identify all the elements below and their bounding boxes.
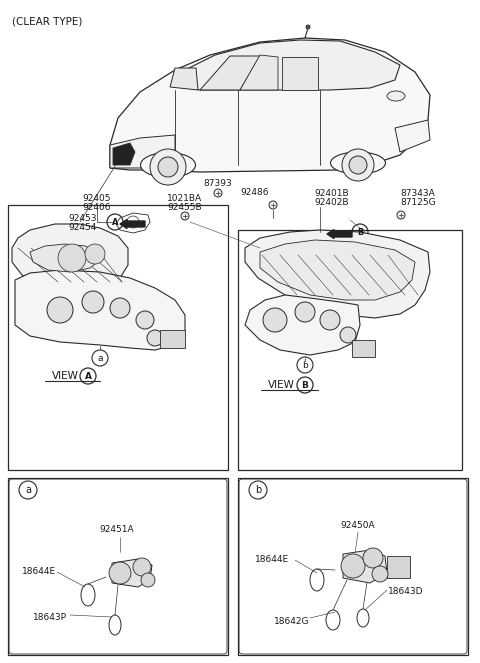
- Polygon shape: [260, 240, 415, 300]
- Ellipse shape: [141, 152, 195, 178]
- Circle shape: [147, 330, 163, 346]
- FancyArrow shape: [327, 229, 352, 239]
- Circle shape: [372, 566, 388, 582]
- Text: 92402B: 92402B: [314, 198, 348, 206]
- Circle shape: [342, 149, 374, 181]
- Circle shape: [133, 558, 151, 576]
- Circle shape: [136, 311, 154, 329]
- Text: A: A: [84, 371, 92, 381]
- Text: VIEW: VIEW: [52, 371, 79, 381]
- Text: B: B: [357, 227, 363, 237]
- Text: A: A: [112, 217, 118, 227]
- Circle shape: [295, 302, 315, 322]
- Polygon shape: [245, 230, 430, 318]
- Polygon shape: [200, 56, 260, 90]
- Bar: [238, 230, 462, 470]
- Text: 92454: 92454: [68, 223, 96, 231]
- Ellipse shape: [387, 91, 405, 101]
- Text: 18644E: 18644E: [255, 556, 289, 564]
- Text: 18643D: 18643D: [388, 587, 423, 597]
- Text: 92453: 92453: [68, 213, 96, 223]
- Polygon shape: [245, 295, 360, 355]
- Polygon shape: [30, 244, 100, 272]
- Circle shape: [92, 350, 108, 366]
- Polygon shape: [343, 550, 387, 583]
- Circle shape: [340, 327, 356, 343]
- Circle shape: [110, 298, 130, 318]
- Circle shape: [397, 211, 405, 219]
- Bar: [8, 205, 228, 470]
- Circle shape: [306, 25, 310, 29]
- Text: 87125G: 87125G: [400, 198, 436, 206]
- Text: 18642G: 18642G: [274, 617, 310, 627]
- Circle shape: [58, 244, 86, 272]
- Text: 92451A: 92451A: [100, 526, 134, 534]
- Text: 92401B: 92401B: [314, 188, 348, 198]
- FancyArrow shape: [120, 219, 145, 229]
- Ellipse shape: [331, 152, 385, 174]
- Circle shape: [363, 548, 383, 568]
- Circle shape: [19, 481, 37, 499]
- Circle shape: [141, 573, 155, 587]
- Circle shape: [158, 157, 178, 177]
- Text: b: b: [302, 361, 308, 369]
- Polygon shape: [282, 57, 318, 90]
- Bar: [8, 478, 228, 655]
- Polygon shape: [110, 135, 175, 168]
- Text: 1021BA: 1021BA: [168, 194, 203, 202]
- Circle shape: [297, 357, 313, 373]
- Circle shape: [349, 156, 367, 174]
- Circle shape: [263, 308, 287, 332]
- Polygon shape: [112, 559, 152, 587]
- Polygon shape: [175, 40, 400, 90]
- Text: (CLEAR TYPE): (CLEAR TYPE): [12, 16, 83, 26]
- Text: 18643P: 18643P: [33, 613, 67, 623]
- Text: a: a: [97, 353, 103, 363]
- Text: B: B: [301, 381, 309, 389]
- Circle shape: [269, 201, 277, 209]
- Circle shape: [214, 189, 222, 197]
- Text: 92406: 92406: [83, 202, 111, 211]
- Text: 18644E: 18644E: [22, 568, 56, 577]
- Polygon shape: [113, 143, 135, 165]
- Polygon shape: [395, 120, 430, 152]
- Text: a: a: [25, 485, 31, 495]
- Circle shape: [320, 310, 340, 330]
- Text: 92405: 92405: [83, 194, 111, 202]
- Bar: [387, 556, 410, 578]
- Circle shape: [82, 291, 104, 313]
- Polygon shape: [12, 224, 128, 290]
- Text: 87393: 87393: [204, 178, 232, 188]
- Circle shape: [150, 149, 186, 185]
- Polygon shape: [110, 38, 430, 172]
- Text: VIEW: VIEW: [268, 380, 295, 390]
- Polygon shape: [170, 68, 198, 90]
- Circle shape: [341, 554, 365, 578]
- Circle shape: [85, 244, 105, 264]
- Text: 87343A: 87343A: [400, 188, 435, 198]
- Circle shape: [181, 212, 189, 220]
- Circle shape: [47, 297, 73, 323]
- Bar: [238, 478, 468, 655]
- Circle shape: [109, 562, 131, 584]
- Text: b: b: [255, 485, 261, 495]
- Circle shape: [249, 481, 267, 499]
- Text: 92450A: 92450A: [341, 520, 375, 530]
- Polygon shape: [15, 270, 185, 350]
- Polygon shape: [240, 55, 278, 90]
- Bar: [160, 330, 185, 348]
- Text: 92486: 92486: [241, 188, 269, 196]
- Bar: [352, 340, 375, 357]
- Text: 92455B: 92455B: [168, 202, 202, 211]
